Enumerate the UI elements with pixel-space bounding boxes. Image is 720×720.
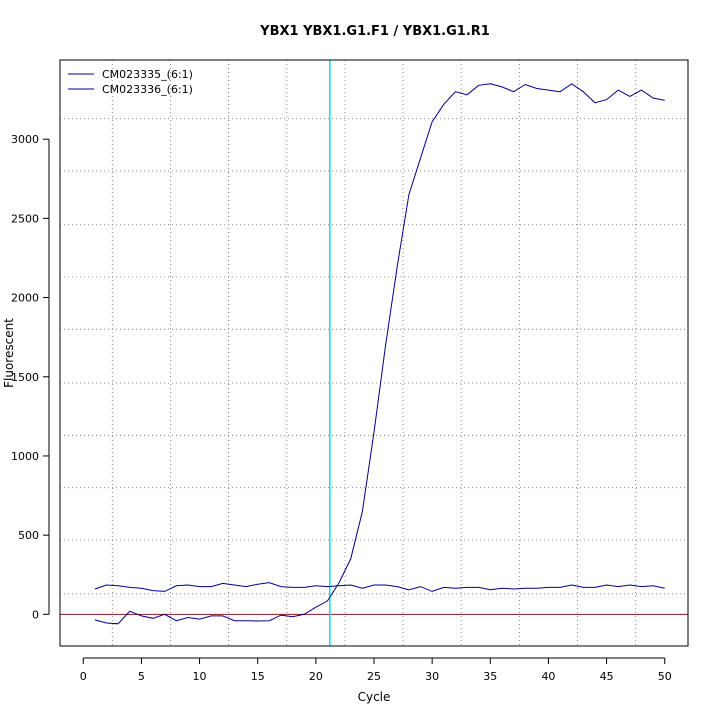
y-axis-label: Fluorescent <box>2 318 16 388</box>
series-line-2 <box>94 582 665 592</box>
chart-title: YBX1 YBX1.G1.F1 / YBX1.G1.R1 <box>259 24 490 39</box>
x-tick-label: 10 <box>193 670 207 683</box>
x-tick-label: 45 <box>600 670 614 683</box>
series-line-1 <box>94 83 665 625</box>
series-lines <box>94 83 665 625</box>
reference-lines <box>60 60 688 646</box>
x-tick-label: 30 <box>425 670 439 683</box>
legend-label-1: CM023335_(6:1) <box>102 68 193 81</box>
legend: CM023335_(6:1) CM023336_(6:1) <box>68 68 193 96</box>
y-tick-label: 1000 <box>11 450 39 463</box>
x-tick-label: 0 <box>80 670 87 683</box>
y-tick-label: 2000 <box>11 292 39 305</box>
x-tick-label: 50 <box>658 670 672 683</box>
x-tick-label: 5 <box>138 670 145 683</box>
grid-lines <box>60 60 688 646</box>
x-tick-label: 40 <box>541 670 555 683</box>
y-tick-label: 3000 <box>11 133 39 146</box>
y-tick-label: 0 <box>32 608 39 621</box>
axes: 0 5 10 15 20 25 30 35 40 45 5005001000150020002500… <box>11 133 672 683</box>
legend-label-2: CM023336_(6:1) <box>102 83 193 96</box>
x-tick-label: 20 <box>309 670 323 683</box>
x-tick-label: 35 <box>483 670 497 683</box>
plot-frame <box>59 59 689 647</box>
x-tick-label: 25 <box>367 670 381 683</box>
x-axis-label: Cycle <box>358 690 391 704</box>
y-tick-label: 1500 <box>11 371 39 384</box>
y-tick-label: 500 <box>18 529 39 542</box>
y-tick-label: 2500 <box>11 212 39 225</box>
x-tick-label: 15 <box>251 670 265 683</box>
